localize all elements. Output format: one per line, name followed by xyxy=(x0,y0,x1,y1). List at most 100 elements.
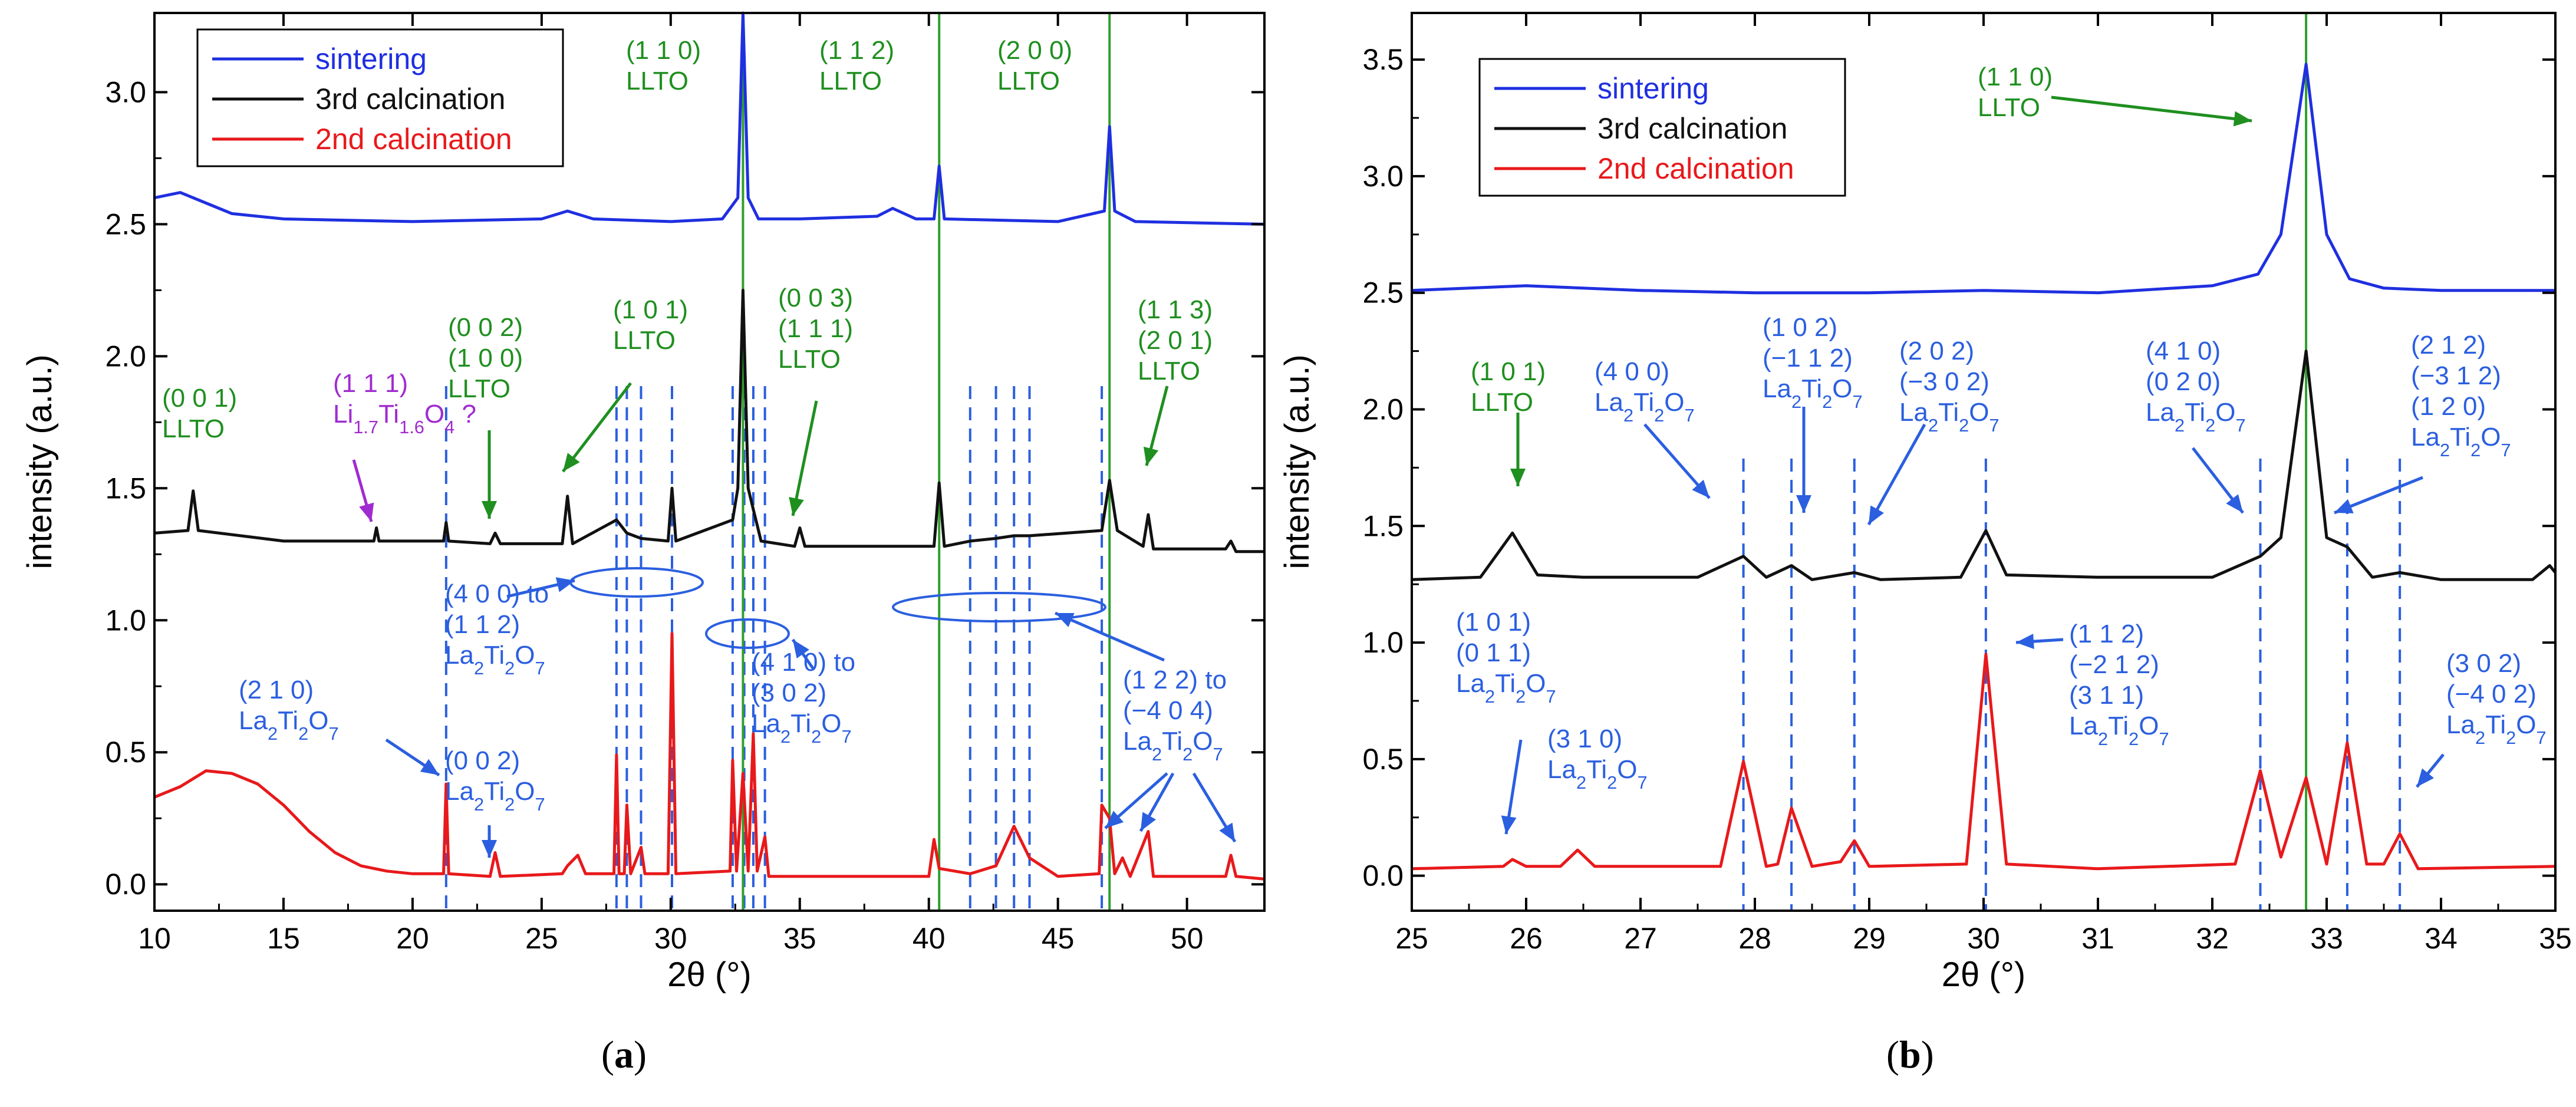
panel-b-la-label-102-line: (1 0 2) xyxy=(1763,313,1837,342)
panel-a-llto-arrow-003 xyxy=(789,400,818,516)
panel-a-la-arrow-210-head xyxy=(420,759,439,775)
panel-b-y-tick-label: 0.0 xyxy=(1362,859,1404,892)
panel-b-la-arrow-202 xyxy=(1867,423,1926,526)
panel-a-la-arrow-122-c-head xyxy=(1219,822,1235,842)
panel-a-la-label-400-112-line: (1 1 2) xyxy=(445,610,520,639)
panel-a-x-axis-label: 2θ (°) xyxy=(667,956,751,994)
panel-b-legend-entry: 3rd calcination xyxy=(1597,112,1787,145)
panel-a-label: (a) xyxy=(601,1033,647,1078)
panel-b-la-label-112: (1 1 2)(−2 1 2)(3 1 1)La2Ti2O7 xyxy=(2069,620,2169,749)
panel-a-la-label-410-302-line: (3 0 2) xyxy=(752,678,826,707)
panel-a-y-tick-label: 0.0 xyxy=(105,868,146,901)
panel-a-li-ti-o-arrow xyxy=(352,459,374,522)
panel-a-la-label-002: (0 0 2)La2Ti2O7 xyxy=(445,746,545,815)
panel-a-la-arrow-400-112-head xyxy=(555,577,575,592)
panel-b-x-tick-label: 30 xyxy=(1967,922,2000,955)
panel-b-llto-label-110-line: LLTO xyxy=(1978,93,2040,122)
panel-a-llto-label-101-line: LLTO xyxy=(613,326,676,355)
panel-a-llto-label-113-line: LLTO xyxy=(1138,357,1200,386)
panel-a-la-label-400-112: (4 0 0) to(1 1 2)La2Ti2O7 xyxy=(445,579,549,678)
panel-a-llto-label-113-line: (2 0 1) xyxy=(1138,326,1213,355)
panel-a-y-tick-label: 2.0 xyxy=(105,340,146,373)
panel-b-x-axis-label: 2θ (°) xyxy=(1942,956,2025,994)
panel-b-y-tick-label: 3.5 xyxy=(1362,43,1404,76)
panel-a-la-arrow-002-head xyxy=(482,840,497,858)
panel-a-series-3rd-calcination xyxy=(154,288,1264,554)
panel-b-la-arrow-400 xyxy=(1643,423,1711,499)
panel-a-y-axis-label: intensity (a.u.) xyxy=(21,354,59,569)
panel-b-x-tick-label: 27 xyxy=(1624,922,1657,955)
panel-a-y-tick-label: 3.0 xyxy=(105,75,146,108)
panel-a-plot: 10 15 20 25 30 35 40 45 50 0.0 0.5 1.0 1.5 2.0 2.5 3.0 2… xyxy=(21,11,1266,994)
panel-a-llto-label-110-line: LLTO xyxy=(626,67,689,95)
panel-a-y-tick-label: 1.0 xyxy=(105,604,146,637)
panel-b-legend: sintering 3rd calcination 2nd calcination xyxy=(1478,58,1846,197)
panel-b-la-label-102: (1 0 2)(−1 1 2)La2Ti2O7 xyxy=(1763,313,1863,412)
panel-a-la-arrow-122-404-head xyxy=(1055,612,1075,627)
panel-a-x-tick-label: 50 xyxy=(1171,922,1204,955)
panel-a-series-2nd-calcination xyxy=(154,632,1265,881)
panel-b-y-tick-label: 2.5 xyxy=(1362,276,1404,309)
panel-a-la-arrow-002 xyxy=(482,825,497,858)
panel-a-llto-label-101: (1 0 1)LLTO xyxy=(613,295,688,355)
panel-a-llto-arrow-003-shaft xyxy=(791,400,818,516)
panel-a-llto-label-002-line: (0 0 2) xyxy=(448,313,523,342)
panel-b-y-tick-label: 1.0 xyxy=(1362,626,1404,659)
panel-b-la-label-310-line: La2Ti2O7 xyxy=(1547,755,1648,793)
panel-b-la-arrow-112-head xyxy=(2016,634,2034,650)
panel-a-li-ti-o-label: (1 1 1)Li1.7Ti1.6O4 ? xyxy=(333,369,476,437)
panel-b-x-tick-label: 34 xyxy=(2425,922,2458,955)
panel-b-la-label-202: (2 0 2)(−3 0 2)La2Ti2O7 xyxy=(1899,337,1999,436)
panel-b-llto-arrow-101 xyxy=(1510,413,1526,486)
panel-a-la-label-122-404-line: (−4 0 4) xyxy=(1123,696,1213,725)
panel-a-la-label-210-line: (2 1 0) xyxy=(239,676,314,704)
panel-a-llto-label-003-line: (1 1 1) xyxy=(778,314,853,343)
panel-a-la-arrow-122-404-shaft xyxy=(1055,611,1165,662)
panel-b-x-tick-label: 35 xyxy=(2539,922,2572,955)
panel-b-la-arrow-410-head xyxy=(2226,494,2243,513)
panel-b-llto-label-101: (1 0 1)LLTO xyxy=(1471,357,1546,417)
panel-a-llto-label-001: (0 0 1)LLTO xyxy=(162,384,237,443)
panel-a-llto-label-112: (1 1 2)LLTO xyxy=(819,36,894,95)
panel-b-la-label-410-line: (0 2 0) xyxy=(2146,367,2221,396)
panel-b-x-tick-label: 32 xyxy=(2196,922,2229,955)
panel-a-llto-label-200-line: LLTO xyxy=(997,67,1060,95)
panel-a-la-label-122-404-line: (1 2 2) to xyxy=(1123,665,1227,694)
panel-b-la-label-212-line: (−3 1 2) xyxy=(2411,361,2501,390)
panel-a-llto-label-003: (0 0 3)(1 1 1)LLTO xyxy=(778,284,853,374)
panel-b-la-label-102-line: (−1 1 2) xyxy=(1763,344,1853,373)
panel-b-la-label-112-line: La2Ti2O7 xyxy=(2069,711,2169,749)
panel-a-la-arrow-122-b xyxy=(1139,772,1175,832)
panel-a-llto-arrow-101-shaft xyxy=(562,382,632,473)
panel-a-la-label-122-404: (1 2 2) to(−4 0 4)La2Ti2O7 xyxy=(1123,665,1227,765)
panel-b-x-tick-label: 28 xyxy=(1738,922,1771,955)
panel-b-x-tick-label: 29 xyxy=(1853,922,1886,955)
panel-b-la-label-101-line: (0 1 1) xyxy=(1456,638,1531,667)
panel-a-x-tick-label: 40 xyxy=(913,922,946,955)
panel-b-la-label-112-line: (1 1 2) xyxy=(2069,620,2144,648)
panel-b-y-axis-label: intensity (a.u.) xyxy=(1278,354,1316,569)
panel-b-la-arrow-410 xyxy=(2192,447,2244,514)
panel-a-llto-arrow-101 xyxy=(562,382,632,473)
panel-b-la-label-202-line: (−3 0 2) xyxy=(1899,367,1989,396)
panel-a-la-arrow-122-404 xyxy=(1055,611,1165,662)
panel-a-la-label-410-302: (4 1 0) to(3 0 2)La2Ti2O7 xyxy=(752,648,855,747)
panel-b-la-label-101-line: (1 0 1) xyxy=(1456,608,1531,637)
panel-a-llto-label-200: (2 0 0)LLTO xyxy=(997,36,1072,95)
panel-a-la-label-210: (2 1 0)La2Ti2O7 xyxy=(239,676,339,744)
panel-a-la-arrow-410-302-head xyxy=(793,640,809,659)
panel-a-la-label-400-112-line: La2Ti2O7 xyxy=(445,641,545,678)
panel-a-la-label-122-404-line: La2Ti2O7 xyxy=(1123,727,1223,765)
panel-a-y-tick-label: 0.5 xyxy=(105,736,146,769)
panel-a-llto-label-002-line: LLTO xyxy=(448,374,510,403)
panel-a-la-arrow-122-b-head xyxy=(1141,812,1157,831)
panel-b-llto-label-101-line: LLTO xyxy=(1471,388,1533,417)
panel-a-legend: sintering 3rd calcination 2nd calcination xyxy=(196,28,564,167)
panel-a-llto-label-001-line: (0 0 1) xyxy=(162,384,237,413)
panel-b-la-arrow-102-head xyxy=(1796,495,1811,513)
panel-b-la-arrow-112 xyxy=(2015,634,2064,650)
panel-a-x-tick-label: 30 xyxy=(654,922,687,955)
panel-b-la-label-310-line: (3 1 0) xyxy=(1547,724,1622,753)
panel-a-x-tick-label: 25 xyxy=(525,922,558,955)
